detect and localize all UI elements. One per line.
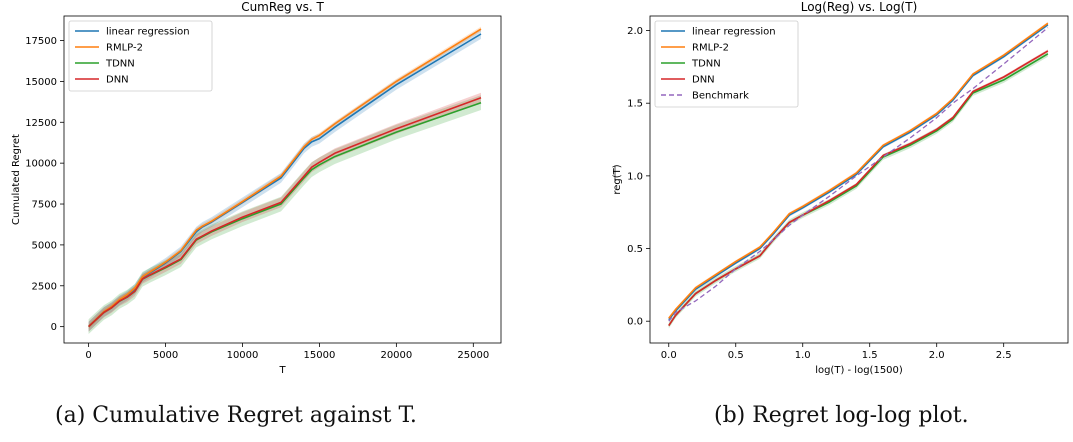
x-tick-label: 15000 [304, 350, 336, 361]
y-tick-label: 12500 [25, 118, 57, 129]
legend-label-rmlp-2: RMLP-2 [692, 43, 729, 54]
x-tick-label: 25000 [457, 350, 489, 361]
confidence-band-tdnn [668, 50, 1048, 329]
y-tick-label: 1.0 [627, 171, 643, 182]
y-tick-label: 10000 [25, 159, 57, 170]
chart-logreg: Log(Reg) vs. Log(T) 0.0 0.5 1.0 1.5 2.0 2.5 0.0… [612, 0, 1069, 376]
chart-title: Log(Reg) vs. Log(T) [801, 0, 918, 14]
y-tick-label: 2.0 [627, 26, 643, 37]
series-line-dnn [668, 50, 1049, 327]
series-line-dnn [88, 97, 482, 328]
x-axis-label: log(T) - log(1500) [815, 365, 903, 376]
plot-area [88, 26, 482, 334]
x-axis-label: T [278, 365, 286, 376]
x-tick-label: 1.5 [862, 350, 878, 361]
legend-label-tdnn: TDNN [691, 59, 721, 70]
y-tick-label: 2500 [32, 281, 57, 292]
legend-label-linear-regression: linear regression [106, 27, 190, 38]
y-tick-label: 0.0 [627, 317, 643, 328]
legend-label-tdnn: TDNN [105, 59, 135, 70]
x-tick-label: 20000 [380, 350, 412, 361]
series-line-tdnn [88, 101, 482, 328]
legend-box [68, 20, 213, 92]
legend-label-dnn: DNN [692, 75, 715, 86]
x-tick-label: 0 [85, 350, 91, 361]
x-tick-label: 0.5 [728, 350, 744, 361]
chart-cumreg: CumReg vs. T 0 5000 10000 15000 20000 25000 0 25… [11, 0, 502, 376]
plot-frame [649, 15, 1069, 344]
series-line-linear-regression [668, 24, 1049, 321]
x-tick-label: 1.0 [795, 350, 811, 361]
y-axis-label: Cumulated Regret [11, 134, 22, 225]
y-tick-label: 0 [51, 322, 57, 333]
y-tick-label: 7500 [32, 200, 57, 211]
legend-box [654, 20, 799, 108]
y-tick-label: 0.5 [627, 244, 643, 255]
caption-a: (a) Cumulative Regret against T. [55, 403, 417, 428]
x-tick-label: 2.0 [929, 350, 945, 361]
legend-label-dnn: DNN [106, 75, 129, 86]
confidence-band-tdnn [88, 95, 481, 334]
legend-label-linear-regression: linear regression [692, 27, 776, 38]
y-tick-label: 17500 [25, 36, 57, 47]
y-tick-label: 5000 [32, 240, 57, 251]
series-line-benchmark [668, 27, 1049, 322]
y-axis-label: reg(T) [612, 164, 623, 194]
caption-b: (b) Regret log-log plot. [714, 403, 969, 428]
plot-area [668, 21, 1049, 329]
y-tick-label: 1.5 [627, 99, 643, 110]
series-line-rmlp-2 [88, 28, 482, 328]
legend-label-rmlp-2: RMLP-2 [106, 43, 143, 54]
series-line-rmlp-2 [668, 22, 1049, 319]
legend-label-benchmark: Benchmark [692, 91, 749, 102]
legend: linear regression RMLP-2 TDNN DNN [68, 20, 213, 92]
x-tick-label: 2.5 [996, 350, 1012, 361]
legend: linear regression RMLP-2 TDNN DNN Benchmark [654, 20, 799, 108]
y-tick-label: 15000 [25, 77, 57, 88]
chart-title: CumReg vs. T [241, 0, 324, 14]
x-tick-label: 0.0 [661, 350, 677, 361]
x-tick-label: 5000 [153, 350, 178, 361]
plot-frame [63, 15, 502, 344]
x-tick-label: 10000 [227, 350, 259, 361]
confidence-band-linear-regression [88, 29, 481, 332]
